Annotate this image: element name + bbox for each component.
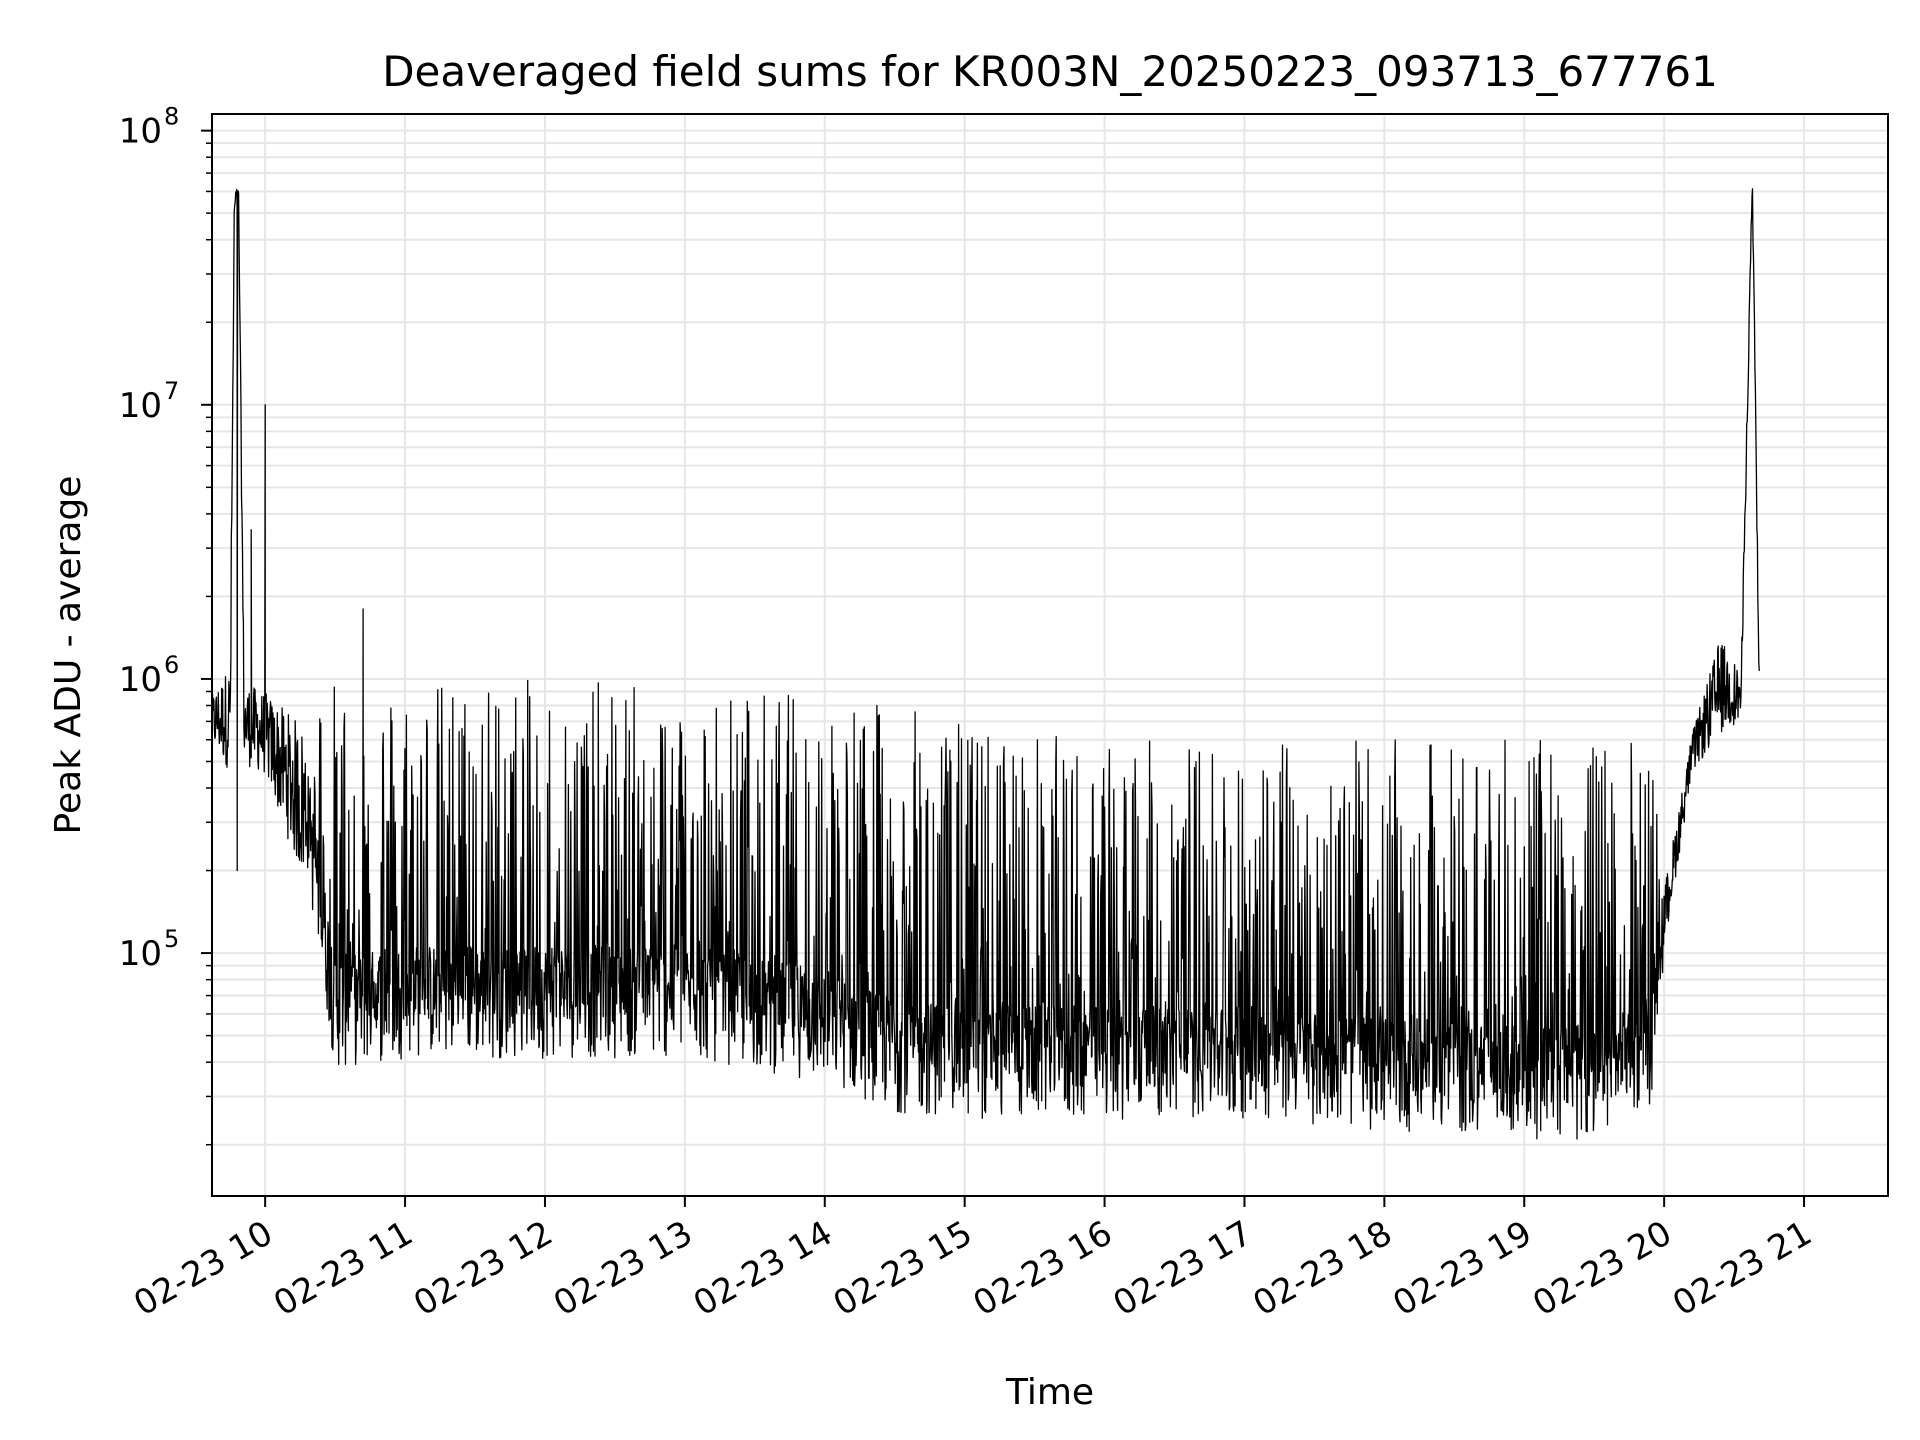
x-tick-label: 02-23 21: [1666, 1213, 1818, 1324]
x-tick-label: 02-23 11: [267, 1213, 419, 1324]
x-tick-label: 02-23 10: [127, 1213, 279, 1324]
x-tick-label: 02-23 12: [407, 1213, 559, 1324]
chart-title: Deaveraged field sums for KR003N_2025022…: [382, 47, 1718, 96]
y-tick-exponent: 5: [164, 925, 179, 953]
x-tick-label: 02-23 18: [1246, 1213, 1398, 1324]
y-axis-label: Peak ADU - average: [48, 476, 89, 835]
x-tick-label: 02-23 16: [967, 1213, 1119, 1324]
y-tick-label: 10: [119, 934, 162, 974]
x-tick-label: 02-23 19: [1386, 1213, 1538, 1324]
y-tick-exponent: 6: [164, 651, 179, 679]
y-tick-label: 10: [119, 112, 162, 152]
plot-frame: [211, 113, 1889, 1197]
y-tick-exponent: 8: [164, 103, 179, 131]
x-tick-label: 02-23 20: [1526, 1213, 1678, 1324]
y-tick-label: 10: [119, 660, 162, 700]
x-tick-label: 02-23 15: [827, 1213, 979, 1324]
y-tick-exponent: 7: [164, 377, 179, 405]
y-tick-label: 10: [119, 386, 162, 426]
series-layer: [211, 188, 1760, 1140]
x-tick-label: 02-23 13: [547, 1213, 699, 1324]
x-tick-label: 02-23 14: [687, 1213, 839, 1324]
series-line: [211, 188, 1760, 1140]
x-axis-label: Time: [1005, 1372, 1094, 1413]
x-tick-label: 02-23 17: [1107, 1213, 1259, 1324]
